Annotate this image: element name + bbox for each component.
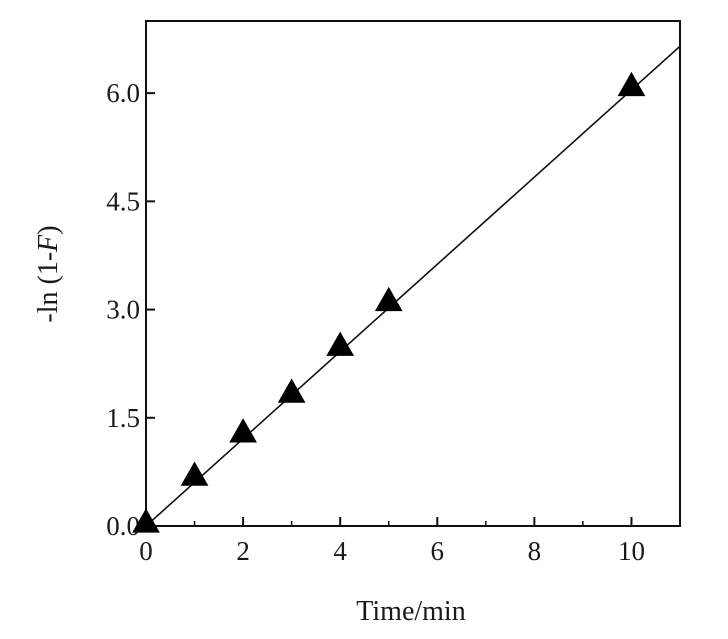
data-point xyxy=(132,508,160,533)
data-point xyxy=(180,461,209,486)
y-axis-title-prefix: -ln (1- xyxy=(33,252,64,323)
y-tick-label: 1.5 xyxy=(106,403,140,433)
x-tick-label: 2 xyxy=(236,536,250,566)
x-tick-label: 6 xyxy=(431,536,445,566)
plot-border xyxy=(145,20,681,527)
x-tick-label: 4 xyxy=(333,536,347,566)
y-axis-ticks: 0.0 1.5 3.0 4.5 6.0 xyxy=(106,78,155,541)
data-point xyxy=(326,331,355,356)
plot-frame xyxy=(145,20,681,527)
x-tick-label: 8 xyxy=(528,536,542,566)
y-tick-label: 3.0 xyxy=(106,295,140,325)
y-tick-label: 0.0 xyxy=(106,511,140,541)
x-tick-label: 0 xyxy=(139,536,153,566)
data-point xyxy=(277,378,306,403)
x-axis-title: Time/min xyxy=(356,596,465,627)
data-point xyxy=(229,418,257,443)
data-markers xyxy=(132,71,646,533)
data-point xyxy=(617,71,646,97)
fit-line xyxy=(145,45,681,527)
y-axis-title-suffix: ) xyxy=(33,225,64,234)
x-axis-ticks: 0 2 4 6 8 10 xyxy=(139,517,645,566)
fit-line-group xyxy=(145,45,681,527)
y-axis-title: -ln (1-F) xyxy=(33,225,64,322)
y-axis-title-variable: F xyxy=(33,234,64,253)
data-point xyxy=(374,286,403,312)
y-tick-label: 6.0 xyxy=(106,78,140,108)
x-tick-label: 10 xyxy=(618,536,645,566)
y-tick-label: 4.5 xyxy=(106,186,140,216)
